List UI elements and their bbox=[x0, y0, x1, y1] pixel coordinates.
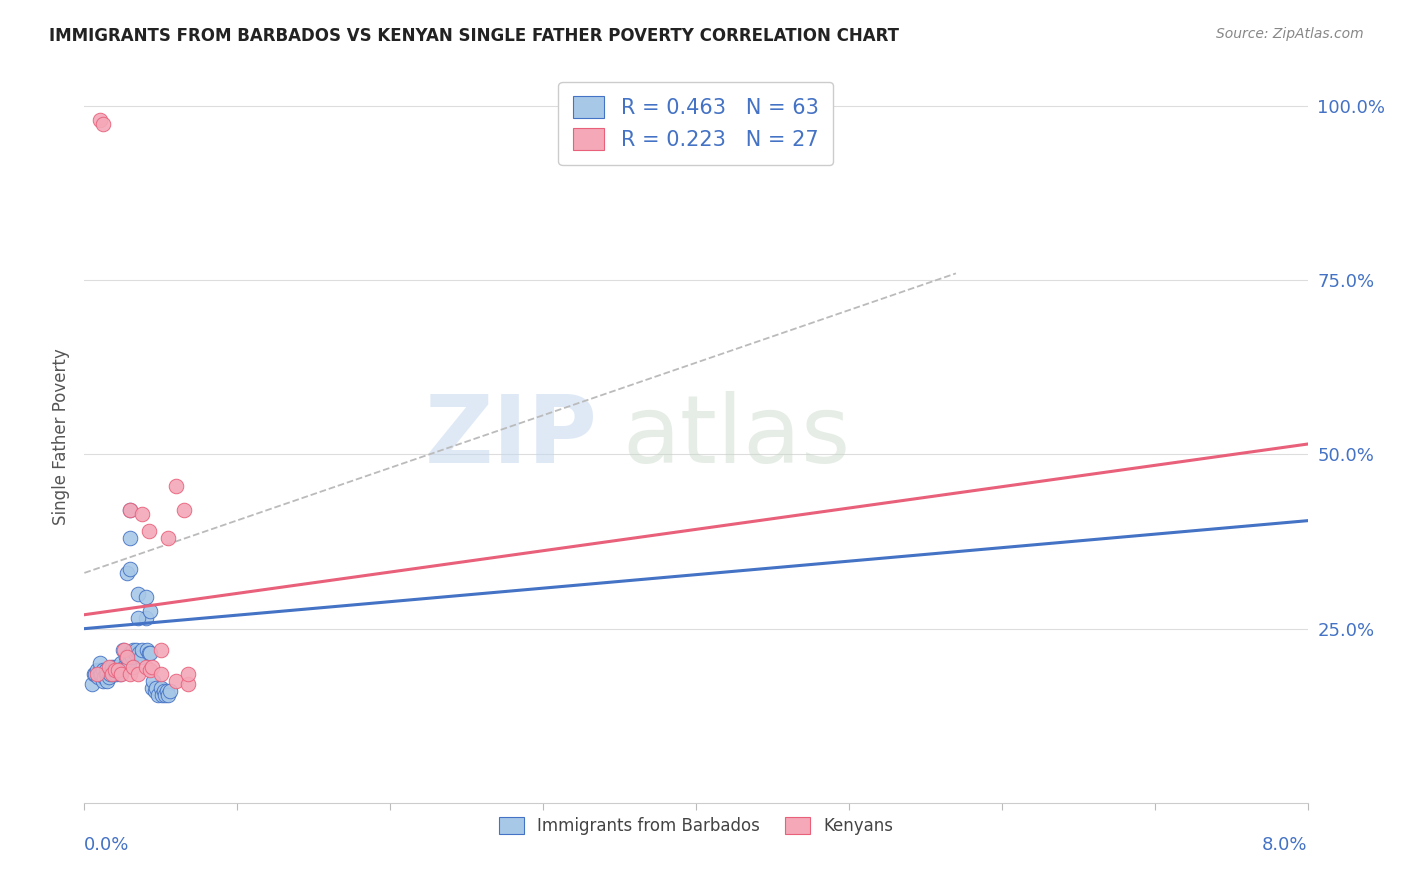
Point bbox=[131, 507, 153, 521]
Point bbox=[143, 684, 166, 698]
Point bbox=[84, 667, 107, 681]
Point bbox=[91, 673, 114, 688]
Point bbox=[127, 611, 149, 625]
Point bbox=[125, 642, 148, 657]
Point bbox=[89, 657, 111, 671]
Point bbox=[94, 664, 117, 678]
Point bbox=[157, 688, 180, 702]
Point bbox=[115, 566, 138, 580]
Point bbox=[122, 660, 145, 674]
Point bbox=[165, 673, 187, 688]
Point bbox=[177, 667, 200, 681]
Point bbox=[177, 677, 200, 691]
Point bbox=[127, 667, 149, 681]
Point bbox=[135, 591, 157, 605]
Point bbox=[142, 673, 165, 688]
Point bbox=[149, 667, 172, 681]
Point bbox=[150, 688, 173, 702]
Point bbox=[128, 646, 150, 660]
Text: atlas: atlas bbox=[623, 391, 851, 483]
Point bbox=[96, 673, 118, 688]
Point bbox=[101, 660, 124, 674]
Point bbox=[131, 642, 153, 657]
Point bbox=[83, 667, 105, 681]
Point bbox=[129, 649, 152, 664]
Text: 0.0%: 0.0% bbox=[84, 836, 129, 854]
Point bbox=[149, 642, 172, 657]
Point bbox=[159, 684, 181, 698]
Text: Source: ZipAtlas.com: Source: ZipAtlas.com bbox=[1216, 27, 1364, 41]
Point bbox=[120, 562, 142, 576]
Point bbox=[80, 677, 103, 691]
Point bbox=[103, 667, 125, 681]
Point bbox=[139, 664, 162, 678]
Text: 8.0%: 8.0% bbox=[1263, 836, 1308, 854]
Point bbox=[115, 660, 138, 674]
Point bbox=[135, 611, 157, 625]
Point bbox=[120, 503, 142, 517]
Point bbox=[96, 667, 118, 681]
Point bbox=[86, 664, 108, 678]
Point bbox=[89, 113, 111, 128]
Point bbox=[110, 657, 132, 671]
Point bbox=[114, 649, 136, 664]
Point bbox=[118, 657, 141, 671]
Point bbox=[105, 667, 128, 681]
Point bbox=[107, 664, 129, 678]
Point bbox=[89, 667, 111, 681]
Point bbox=[120, 531, 142, 545]
Point bbox=[107, 664, 129, 678]
Point bbox=[153, 684, 176, 698]
Point bbox=[110, 667, 132, 681]
Point bbox=[156, 684, 179, 698]
Point bbox=[91, 117, 114, 131]
Point bbox=[101, 667, 124, 681]
Point bbox=[139, 604, 162, 618]
Point bbox=[112, 660, 135, 674]
Point bbox=[89, 664, 111, 678]
Point bbox=[104, 664, 127, 678]
Point bbox=[149, 681, 172, 695]
Point bbox=[115, 649, 138, 664]
Y-axis label: Single Father Poverty: Single Father Poverty bbox=[52, 349, 70, 525]
Point bbox=[104, 660, 127, 674]
Point bbox=[138, 646, 160, 660]
Point bbox=[111, 642, 134, 657]
Point bbox=[139, 646, 162, 660]
Point bbox=[122, 642, 145, 657]
Point bbox=[120, 503, 142, 517]
Point bbox=[127, 587, 149, 601]
Point bbox=[141, 660, 163, 674]
Point bbox=[108, 667, 131, 681]
Point bbox=[141, 681, 163, 695]
Text: ZIP: ZIP bbox=[425, 391, 598, 483]
Point bbox=[91, 664, 114, 678]
Point bbox=[145, 681, 167, 695]
Point bbox=[87, 670, 110, 684]
Point bbox=[104, 664, 127, 678]
Point bbox=[86, 667, 108, 681]
Point bbox=[90, 667, 112, 681]
Point bbox=[124, 646, 146, 660]
Point bbox=[112, 642, 135, 657]
Point bbox=[173, 503, 195, 517]
Point bbox=[97, 670, 120, 684]
Point bbox=[136, 642, 159, 657]
Point bbox=[165, 479, 187, 493]
Point bbox=[120, 646, 142, 660]
Text: IMMIGRANTS FROM BARBADOS VS KENYAN SINGLE FATHER POVERTY CORRELATION CHART: IMMIGRANTS FROM BARBADOS VS KENYAN SINGL… bbox=[49, 27, 900, 45]
Point bbox=[97, 660, 120, 674]
Point bbox=[155, 688, 177, 702]
Point bbox=[138, 524, 160, 538]
Point bbox=[157, 531, 180, 545]
Legend: Immigrants from Barbados, Kenyans: Immigrants from Barbados, Kenyans bbox=[492, 811, 900, 842]
Point bbox=[94, 667, 117, 681]
Point bbox=[121, 649, 143, 664]
Point bbox=[93, 670, 115, 684]
Point bbox=[146, 688, 169, 702]
Point bbox=[98, 667, 121, 681]
Point bbox=[135, 660, 157, 674]
Point bbox=[120, 667, 142, 681]
